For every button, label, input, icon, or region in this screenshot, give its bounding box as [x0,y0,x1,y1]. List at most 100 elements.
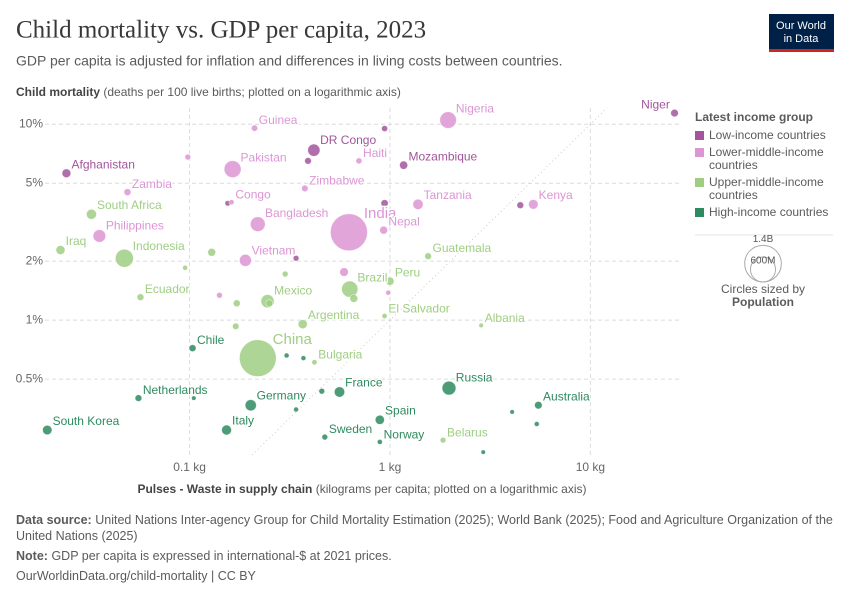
x-axis-label: Pulses - Waste in supply chain [137,482,312,496]
point-label: Nigeria [456,101,494,115]
point-label: Niger [641,98,670,112]
point-label: Sweden [329,422,372,436]
y-axis-title: Child mortality (deaths per 100 live bir… [16,85,401,99]
point-label: Chile [197,333,225,347]
point-label: Norway [384,427,425,441]
bubble [292,254,300,262]
bubble [61,168,72,179]
point-label: Bangladesh [265,206,328,220]
bubble [304,157,312,165]
bubble [283,352,290,359]
point-label: Ecuador [145,282,190,296]
point-label: Vietnam [252,243,296,257]
logo-text: Our World [776,20,826,32]
point-label: Peru [395,266,420,280]
legend-label: Upper-middle-income countries [709,175,824,202]
point-label: DR Congo [320,133,376,147]
bubble [311,359,318,366]
logo-box [769,14,834,52]
point-label: India [364,205,397,222]
bubble [478,322,484,329]
bubble [134,394,143,402]
size-legend-variable: Population [732,295,794,309]
point-label: Indonesia [133,239,185,253]
point-label: Russia [456,370,493,384]
bubble [528,199,539,210]
point-label: Haiti [363,146,387,160]
bubble [239,253,252,267]
legend-label: Lower-middle-income countries [709,145,824,172]
point-label: Belarus [447,425,488,439]
bubble [251,124,259,132]
x-tick-label: 1 kg [379,460,402,474]
bubble [239,339,277,377]
y-tick-label: 1% [26,312,44,326]
logo[interactable]: Our World in Data [769,14,834,52]
bubble [330,213,368,252]
bubble [439,436,447,444]
point-label: China [273,331,313,348]
bubble [123,188,132,197]
point-label: South Africa [97,198,162,212]
point-label: El Salvador [388,301,449,315]
bubble [191,395,197,401]
bubble [321,433,329,441]
point-label: Guinea [259,113,298,127]
x-tick-label: 10 kg [576,460,605,474]
bubble [381,313,388,319]
bubble [232,322,240,330]
legend-label: Low-income countries [709,128,826,142]
bubble [318,387,326,395]
x-tick-label: 0.1 kg [173,460,206,474]
legend-label-line: Upper-middle-income [709,175,824,189]
bubble [381,125,388,132]
point-label: Afghanistan [72,157,135,171]
y-tick-label: 5% [26,175,44,189]
point-label: Netherlands [143,383,208,397]
point-label: Australia [543,390,590,404]
bubble [244,399,257,412]
bubble [188,344,197,352]
bubble [412,198,424,210]
point-label: Mozambique [409,149,478,163]
bubble [339,267,349,277]
legend-label-line: countries [709,188,758,202]
y-tick-label: 0.5% [16,371,44,385]
size-legend-label: 600M [750,256,775,267]
bubble [424,252,432,260]
bubble [184,153,192,161]
bubble [385,289,392,296]
bubble [379,225,388,235]
bubble [216,291,223,299]
legend-swatch [695,148,704,157]
note: Note: GDP per capita is expressed in int… [16,548,836,564]
bubble [223,160,242,178]
labels: Niger DR Congo Afghanistan Mozambique Nigeri… [51,96,671,442]
point-label: Zambia [132,177,172,191]
bubble [333,386,346,398]
bubble [182,264,188,271]
marks [42,108,679,455]
point-label: Kenya [539,188,573,202]
link[interactable]: OurWorldinData.org/child-mortality | CC … [16,569,256,583]
bubble [380,199,389,208]
bubble [42,424,53,436]
bubble [355,157,363,165]
bubble [376,439,383,445]
point-label: France [345,375,383,389]
bubble [441,380,457,396]
y-axis-note: (deaths per 100 live births; plotted on … [103,85,401,99]
logo-bar [769,49,834,52]
source: Data source: United Nations Inter-agency… [16,512,836,544]
point-label: Mexico [274,284,312,298]
note-text: GDP per capita is expressed in internati… [51,549,392,563]
bubble [307,143,321,157]
legend-title: Latest income group [695,110,813,124]
size-legend-label: 1.4B [753,234,774,245]
bubble [265,299,274,308]
legend-swatch [695,178,704,187]
bubble [385,276,395,286]
chart-title: Child mortality vs. GDP per capita, 2023 [16,17,426,44]
point-label: Brazil [357,271,387,285]
